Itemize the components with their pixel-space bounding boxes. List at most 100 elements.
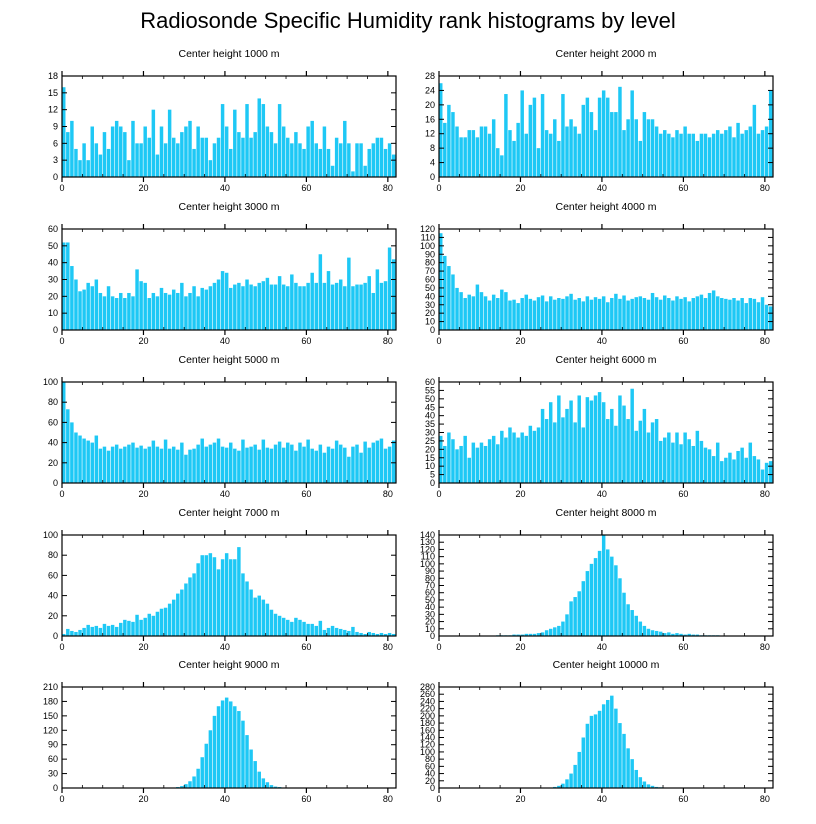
histogram-bar (249, 589, 253, 636)
x-tick-label: 40 (597, 183, 607, 193)
histogram-bar (184, 296, 188, 330)
histogram-bar (265, 126, 270, 177)
histogram-bar (557, 625, 561, 636)
histogram-bar (553, 299, 557, 330)
bars (439, 388, 773, 483)
histogram-bar (338, 444, 343, 483)
histogram-bar (756, 459, 761, 483)
histogram-bar (516, 122, 520, 177)
y-tick-label: 100 (43, 377, 58, 387)
histogram-bar (163, 607, 168, 636)
histogram-bar (188, 449, 192, 483)
y-tick-label: 20 (425, 617, 435, 627)
histogram-bar (589, 400, 594, 483)
histogram-bar (70, 630, 74, 636)
bars (439, 233, 773, 331)
y-tick-label: 100 (420, 241, 435, 251)
histogram-bar (249, 137, 253, 177)
histogram-bar (740, 133, 744, 177)
histogram-bar (646, 299, 651, 330)
histogram-bar (508, 130, 512, 177)
y-tick-label: 20 (425, 444, 435, 454)
histogram-bar (273, 143, 278, 177)
histogram-bar (119, 448, 123, 483)
histogram-bar (273, 444, 278, 483)
histogram-bar (167, 603, 172, 636)
histogram-bar (355, 631, 359, 636)
y-tick-label: 120 (43, 725, 58, 735)
histogram-bar (663, 437, 667, 483)
histogram-bar (630, 759, 634, 788)
histogram-bar (577, 133, 581, 177)
histogram-bar (249, 446, 253, 483)
histogram-panel: Center height 5000 m 0 20 40 60 80 100 0 20 40 60 8… (43, 354, 397, 499)
y-tick-label: 20 (425, 308, 435, 318)
y-tick-label: 50 (425, 394, 435, 404)
y-tick-label: 12 (425, 129, 435, 139)
x-tick-label: 20 (515, 183, 525, 193)
histogram-bar (110, 126, 115, 177)
histogram-bar (200, 757, 204, 788)
histogram-bar (229, 701, 233, 788)
histogram-bar (123, 446, 127, 483)
histogram-bar (249, 749, 253, 788)
histogram-bar (286, 619, 290, 636)
histogram-bar (147, 137, 152, 177)
histogram-bar (524, 633, 529, 636)
histogram-bar (379, 282, 384, 330)
histogram-bar (569, 293, 573, 330)
histogram-bar (371, 632, 376, 636)
histogram-bar (589, 299, 594, 330)
histogram-bar (447, 104, 451, 177)
histogram-bar (728, 299, 732, 330)
histogram-bar (66, 628, 70, 636)
histogram-bar (233, 559, 237, 636)
histogram-bar (532, 300, 537, 330)
histogram-bar (212, 143, 217, 177)
histogram-bar (237, 711, 241, 788)
panel-title: Center height 2000 m (556, 48, 657, 60)
histogram-bar (204, 743, 209, 788)
y-tick-label: 20 (48, 611, 58, 621)
x-tick-label: 40 (597, 336, 607, 346)
x-tick-label: 80 (383, 489, 393, 499)
histogram-bar (614, 293, 618, 330)
histogram-bar (528, 104, 533, 177)
histogram-bar (253, 132, 257, 177)
histogram-bar (127, 292, 131, 330)
histogram-bar (290, 621, 294, 636)
panel-title: Center height 4000 m (556, 201, 657, 213)
histogram-bar (638, 140, 643, 177)
histogram-bar (622, 130, 626, 177)
histogram-bar (463, 137, 467, 177)
bars (176, 697, 286, 788)
histogram-bar (736, 451, 740, 483)
y-tick-label: 40 (48, 438, 58, 448)
y-tick-label: 0 (430, 478, 435, 488)
histogram-bar (159, 448, 164, 483)
histogram-bar (614, 112, 618, 177)
histogram-bar (593, 714, 598, 788)
histogram-bar (176, 593, 180, 636)
histogram-bar (561, 783, 565, 788)
histogram-bar (707, 292, 712, 330)
histogram-bar (528, 425, 533, 483)
histogram-bar (597, 298, 602, 330)
histogram-bar (86, 624, 90, 636)
histogram-bar (536, 633, 541, 636)
histogram-bar (135, 614, 139, 636)
histogram-bar (192, 776, 196, 788)
histogram-bar (658, 440, 663, 483)
histogram-bar (253, 286, 257, 330)
histogram-bar (180, 786, 184, 788)
histogram-bar (286, 137, 290, 177)
histogram-bar (585, 723, 590, 788)
histogram-bar (744, 130, 748, 177)
histogram-bar (536, 427, 541, 483)
histogram-bar (553, 627, 557, 636)
histogram-bar (626, 419, 630, 483)
histogram-bar (491, 294, 496, 330)
histogram-bar (650, 422, 655, 483)
histogram-bar (265, 603, 270, 636)
histogram-bar (273, 613, 278, 636)
